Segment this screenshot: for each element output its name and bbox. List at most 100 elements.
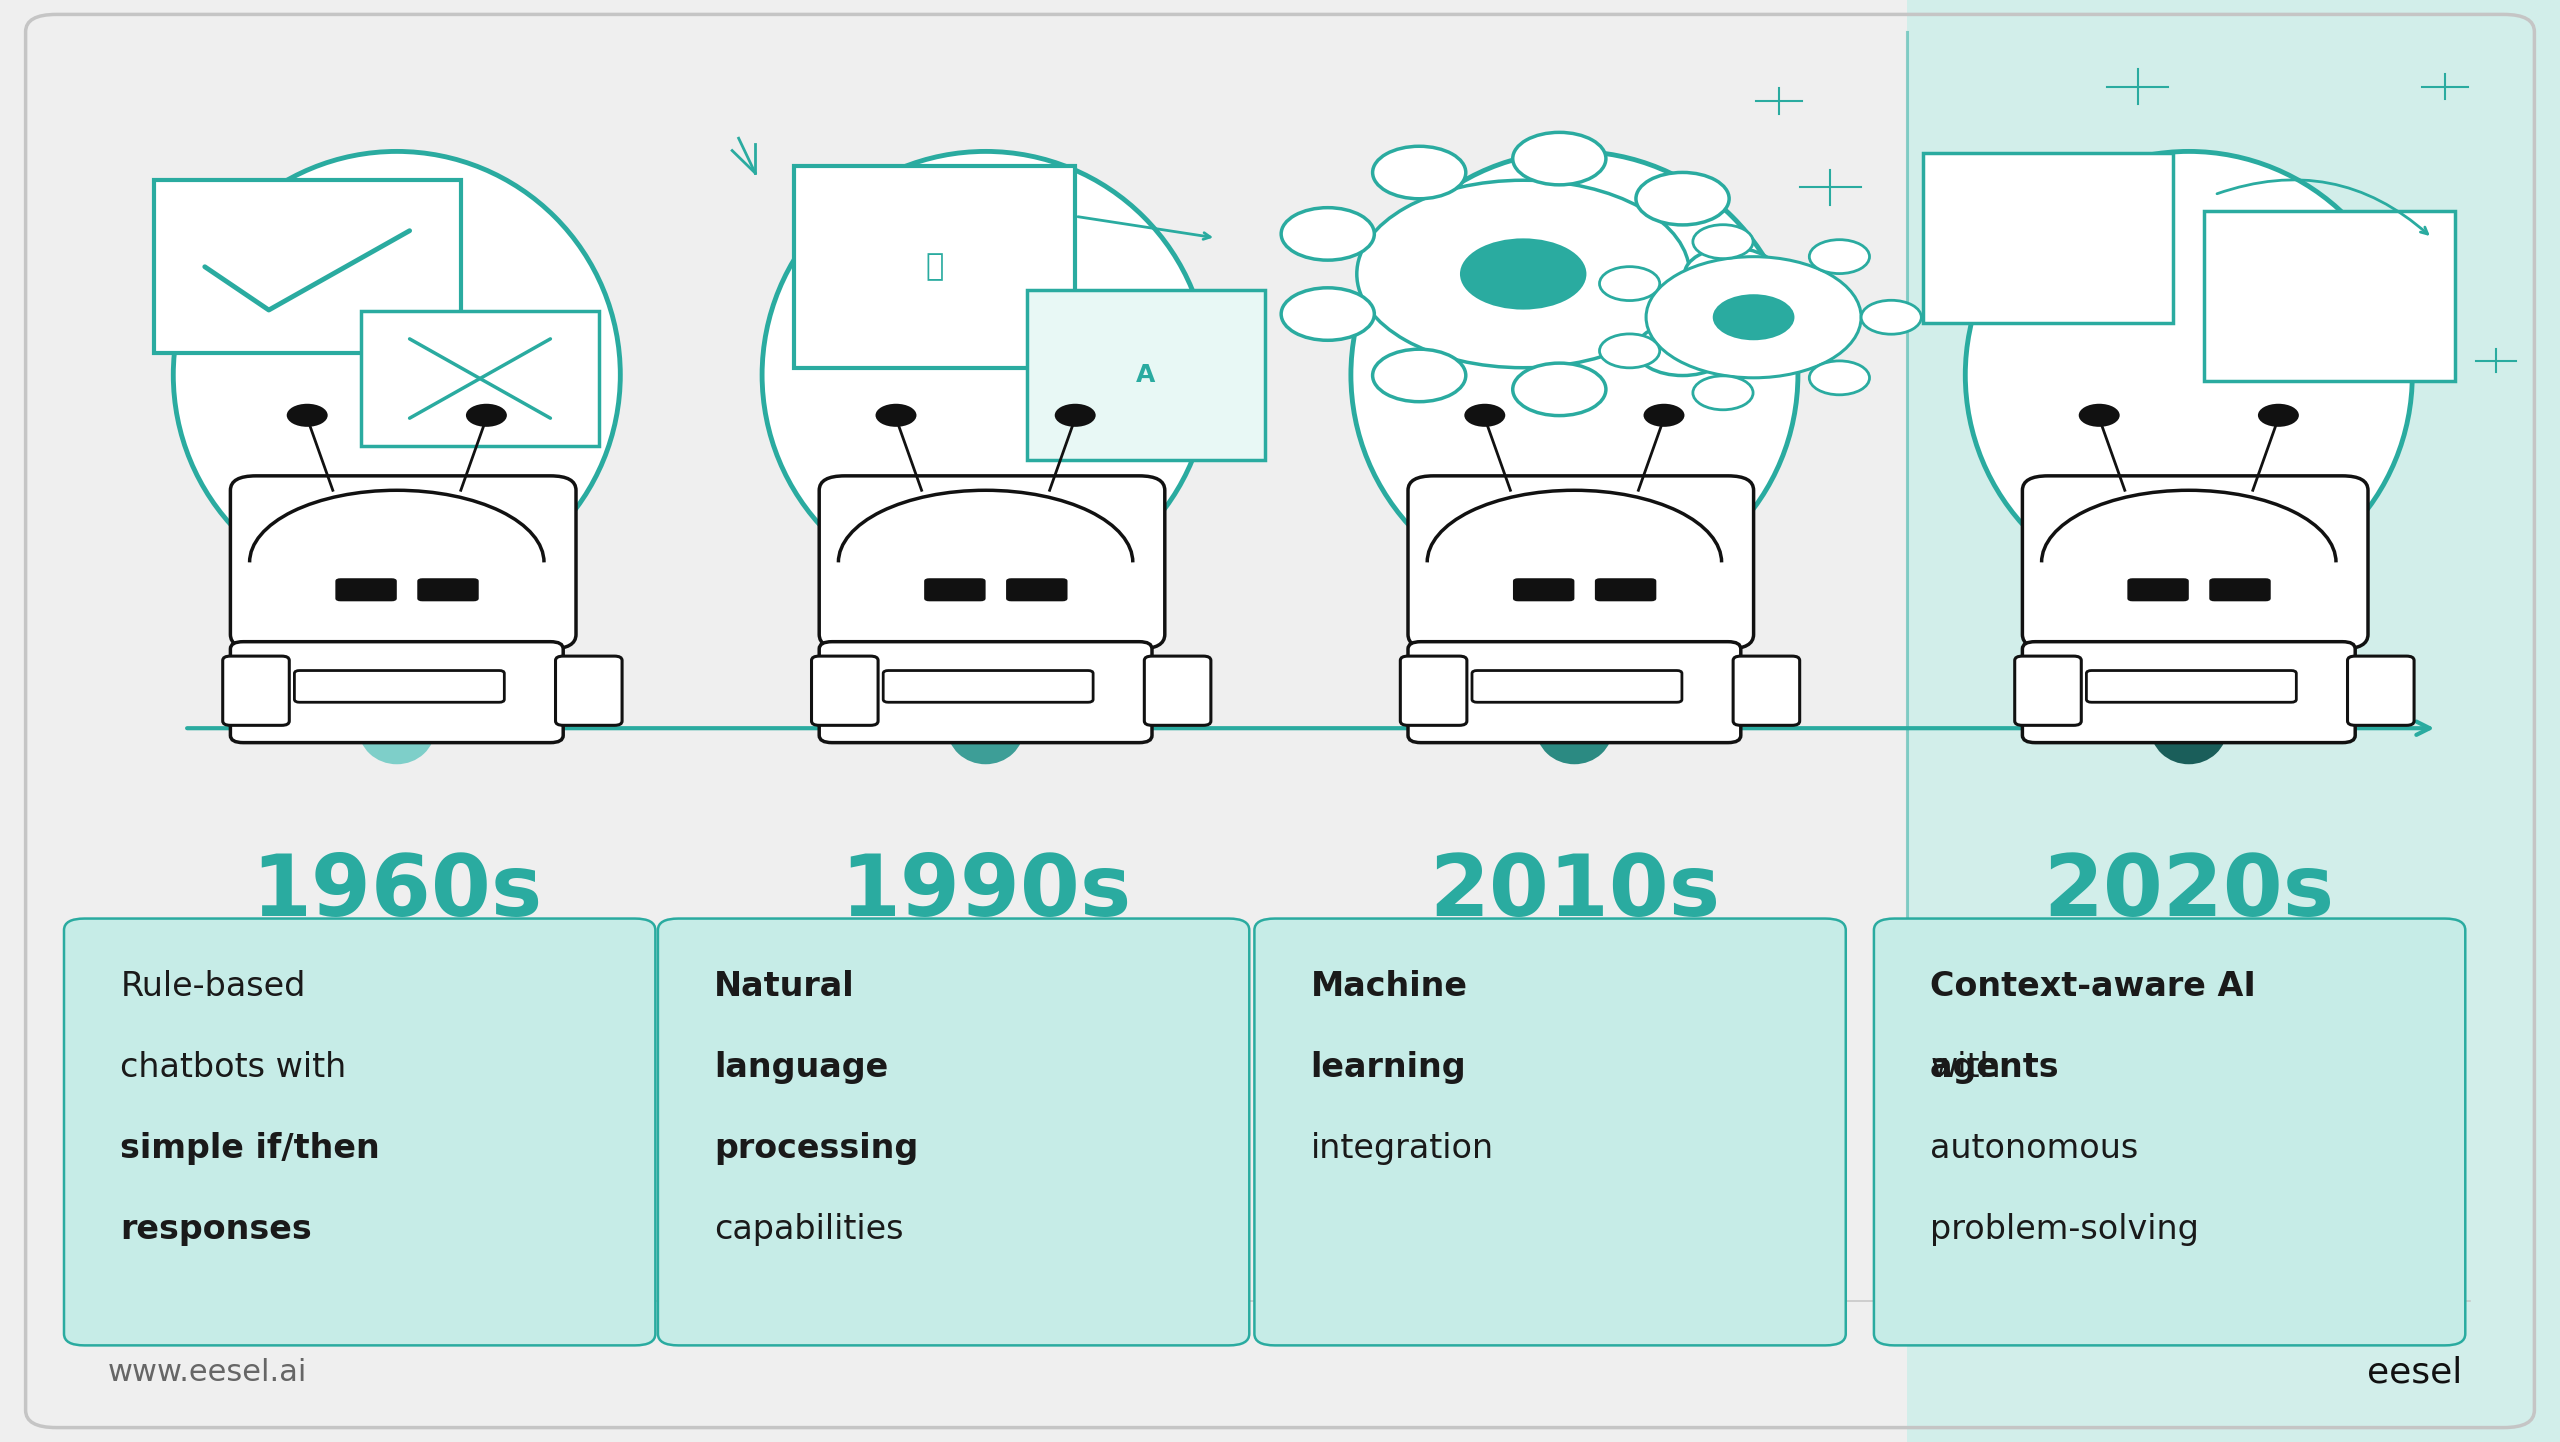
Circle shape <box>1600 335 1659 368</box>
FancyBboxPatch shape <box>2086 671 2296 702</box>
FancyBboxPatch shape <box>1595 578 1656 601</box>
Circle shape <box>876 404 916 427</box>
FancyBboxPatch shape <box>2209 578 2271 601</box>
Circle shape <box>1692 376 1754 410</box>
Text: processing: processing <box>714 1132 919 1165</box>
FancyBboxPatch shape <box>361 311 599 446</box>
FancyBboxPatch shape <box>1006 578 1068 601</box>
Text: agents: agents <box>1930 1051 2071 1084</box>
Circle shape <box>287 404 328 427</box>
Text: language: language <box>714 1051 888 1084</box>
FancyBboxPatch shape <box>294 671 504 702</box>
Text: capabilities: capabilities <box>714 1213 904 1246</box>
FancyBboxPatch shape <box>223 656 289 725</box>
FancyBboxPatch shape <box>1923 153 2173 323</box>
Text: www.eesel.ai: www.eesel.ai <box>108 1358 307 1387</box>
Ellipse shape <box>1536 692 1613 764</box>
FancyBboxPatch shape <box>1472 671 1682 702</box>
Text: 2020s: 2020s <box>2043 851 2335 934</box>
Ellipse shape <box>1352 151 1797 598</box>
Circle shape <box>1713 294 1795 340</box>
FancyBboxPatch shape <box>883 671 1093 702</box>
Circle shape <box>1513 363 1605 415</box>
FancyBboxPatch shape <box>154 180 461 353</box>
FancyBboxPatch shape <box>2204 211 2455 381</box>
Text: 1990s: 1990s <box>840 851 1132 934</box>
Circle shape <box>1810 239 1869 274</box>
Text: simple if/then: simple if/then <box>120 1132 379 1165</box>
Circle shape <box>1464 404 1505 427</box>
Text: 1960s: 1960s <box>251 851 543 934</box>
FancyBboxPatch shape <box>812 656 878 725</box>
Text: 文: 文 <box>924 252 945 281</box>
Text: eesel: eesel <box>2368 1355 2463 1390</box>
Circle shape <box>2079 404 2120 427</box>
Circle shape <box>1280 288 1375 340</box>
FancyBboxPatch shape <box>1733 656 1800 725</box>
Circle shape <box>1646 257 1861 378</box>
Circle shape <box>1459 238 1587 310</box>
FancyBboxPatch shape <box>819 642 1152 743</box>
Text: 2010s: 2010s <box>1428 851 1720 934</box>
FancyBboxPatch shape <box>1408 642 1741 743</box>
Circle shape <box>1372 146 1467 199</box>
FancyBboxPatch shape <box>819 476 1165 649</box>
Text: learning: learning <box>1311 1051 1467 1084</box>
Circle shape <box>1810 360 1869 395</box>
FancyBboxPatch shape <box>1513 578 1574 601</box>
FancyBboxPatch shape <box>1400 656 1467 725</box>
Ellipse shape <box>763 151 1208 598</box>
FancyBboxPatch shape <box>794 166 1075 368</box>
Circle shape <box>1636 173 1728 225</box>
Ellipse shape <box>1966 151 2412 598</box>
Circle shape <box>1636 323 1728 375</box>
Circle shape <box>1684 248 1777 300</box>
Text: Rule-based: Rule-based <box>120 970 305 1004</box>
Text: Machine: Machine <box>1311 970 1467 1004</box>
Circle shape <box>1644 404 1684 427</box>
Text: integration: integration <box>1311 1132 1495 1165</box>
FancyBboxPatch shape <box>2022 476 2368 649</box>
Circle shape <box>1513 133 1605 185</box>
Circle shape <box>1357 180 1690 368</box>
Circle shape <box>2258 404 2299 427</box>
FancyBboxPatch shape <box>0 0 1907 1442</box>
Text: Context-aware AI: Context-aware AI <box>1930 970 2255 1004</box>
Ellipse shape <box>174 151 620 598</box>
FancyBboxPatch shape <box>1027 290 1265 460</box>
Circle shape <box>1372 349 1467 402</box>
Circle shape <box>1692 225 1754 258</box>
FancyBboxPatch shape <box>2348 656 2414 725</box>
Text: with: with <box>1930 1051 2002 1084</box>
Circle shape <box>1600 267 1659 300</box>
Text: A: A <box>1137 363 1155 386</box>
Text: problem-solving: problem-solving <box>1930 1213 2199 1246</box>
FancyBboxPatch shape <box>658 919 1249 1345</box>
FancyBboxPatch shape <box>1874 919 2465 1345</box>
FancyBboxPatch shape <box>230 642 563 743</box>
FancyBboxPatch shape <box>1144 656 1211 725</box>
FancyBboxPatch shape <box>2015 656 2081 725</box>
FancyBboxPatch shape <box>556 656 622 725</box>
Circle shape <box>1280 208 1375 260</box>
Text: chatbots with: chatbots with <box>120 1051 346 1084</box>
Ellipse shape <box>358 692 435 764</box>
FancyBboxPatch shape <box>417 578 479 601</box>
FancyBboxPatch shape <box>1408 476 1754 649</box>
FancyBboxPatch shape <box>1907 0 2560 1442</box>
Circle shape <box>1055 404 1096 427</box>
Text: responses: responses <box>120 1213 312 1246</box>
FancyBboxPatch shape <box>1254 919 1846 1345</box>
Text: autonomous: autonomous <box>1930 1132 2138 1165</box>
FancyBboxPatch shape <box>924 578 986 601</box>
Ellipse shape <box>2150 692 2227 764</box>
FancyBboxPatch shape <box>335 578 397 601</box>
FancyBboxPatch shape <box>2127 578 2189 601</box>
FancyBboxPatch shape <box>2022 642 2355 743</box>
Ellipse shape <box>947 692 1024 764</box>
Circle shape <box>1861 300 1923 335</box>
Text: Natural: Natural <box>714 970 855 1004</box>
FancyBboxPatch shape <box>64 919 655 1345</box>
Circle shape <box>466 404 507 427</box>
FancyBboxPatch shape <box>230 476 576 649</box>
